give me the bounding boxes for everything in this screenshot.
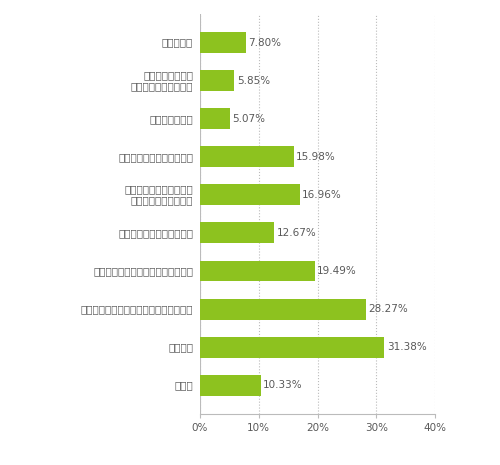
Bar	[200, 222, 274, 243]
Bar	[200, 70, 234, 91]
Text: 31.38%: 31.38%	[386, 342, 426, 352]
Text: 15.98%: 15.98%	[296, 152, 336, 162]
Text: 28.27%: 28.27%	[368, 304, 408, 314]
Text: 19.49%: 19.49%	[317, 266, 356, 276]
Bar	[200, 32, 246, 53]
Bar	[200, 185, 300, 206]
Bar	[200, 299, 366, 319]
Text: 5.07%: 5.07%	[232, 114, 265, 124]
Text: 10.33%: 10.33%	[263, 380, 302, 390]
Bar	[200, 260, 314, 281]
Bar	[200, 146, 294, 167]
Bar	[200, 375, 260, 396]
Text: 12.67%: 12.67%	[277, 228, 316, 238]
Text: 7.80%: 7.80%	[248, 38, 281, 47]
Text: 5.85%: 5.85%	[236, 76, 270, 86]
Text: 16.96%: 16.96%	[302, 190, 342, 200]
Bar	[200, 337, 384, 358]
Bar	[200, 108, 230, 129]
